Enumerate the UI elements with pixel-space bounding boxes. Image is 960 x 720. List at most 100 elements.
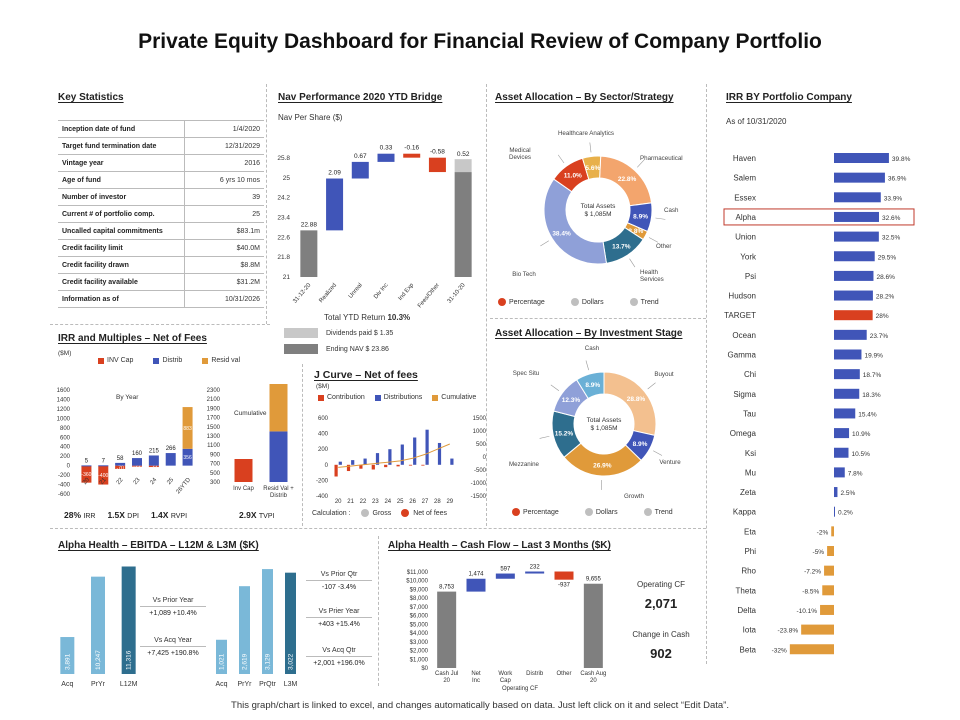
x-tick-label: Other bbox=[556, 671, 571, 677]
x-tick-label: 23 bbox=[133, 477, 142, 486]
company-label: Haven bbox=[733, 154, 756, 163]
nav-total-value: 10.3% bbox=[387, 313, 411, 322]
ebitda-bar bbox=[216, 639, 227, 674]
nav-title: Nav Performance 2020 YTD Bridge bbox=[278, 92, 443, 103]
ebitda-l12m-chart: 3,891 Acq 10,247 PrYr 11,316 L12M bbox=[60, 566, 138, 688]
contribution-bar bbox=[421, 464, 425, 466]
company-value: 7.8% bbox=[848, 470, 863, 477]
legend-label: Distrib bbox=[162, 357, 183, 364]
legend-swatch bbox=[202, 357, 209, 364]
asset-stage-title: Asset Allocation – By Investment Stage bbox=[495, 328, 683, 339]
key-stat-row: Information as of 10/31/2026 bbox=[58, 290, 264, 308]
nav-total-label: Total YTD Return bbox=[324, 313, 386, 322]
pie-center-value: $ 1,085M bbox=[590, 425, 617, 432]
cumulative-label: Cumulative bbox=[234, 410, 267, 417]
y-tick-label: $5,000 bbox=[410, 622, 429, 628]
nav-total: Total YTD Return 10.3% bbox=[324, 313, 410, 322]
year-segment-label: -360 bbox=[81, 472, 91, 478]
legend-label: Dividends paid $ 1.35 bbox=[326, 329, 394, 337]
calc-option[interactable]: Net of fees bbox=[401, 509, 447, 517]
cashflow-value-label: 8,753 bbox=[439, 585, 455, 591]
year-top-label: 7 bbox=[102, 458, 106, 464]
contribution-bar bbox=[408, 464, 413, 466]
company-value: 18.7% bbox=[863, 372, 882, 379]
distribution-bar bbox=[363, 458, 367, 465]
company-value: 2.5% bbox=[840, 490, 855, 497]
calc-option[interactable]: Gross bbox=[360, 509, 391, 517]
nav-value-label: 22.88 bbox=[301, 221, 318, 228]
irr-company-chart: Haven 39.8% Salem 36.9% Essex 33.9% Alpha 32.6%… bbox=[723, 153, 915, 655]
legend-item: Distrib bbox=[153, 357, 182, 364]
x-tick-label: 22 bbox=[116, 477, 125, 486]
company-value: -7.2% bbox=[804, 569, 821, 576]
irr-company-title: IRR BY Portfolio Company bbox=[726, 92, 852, 103]
pie-category-label: Spec Situ bbox=[513, 370, 540, 377]
pie-leader bbox=[585, 360, 589, 371]
legend-label: Dollars bbox=[595, 508, 618, 516]
key-stat-row: Vintage year 2016 bbox=[58, 154, 264, 172]
company-bar bbox=[834, 369, 860, 380]
key-stat-value: 10/31/2026 bbox=[184, 290, 264, 308]
company-bar bbox=[827, 546, 834, 556]
cashflow-bar bbox=[583, 583, 603, 668]
year-segment-label: 883 bbox=[183, 426, 192, 432]
nav-bar bbox=[403, 153, 421, 158]
year-bar-segment bbox=[81, 465, 92, 467]
company-value: 33.9% bbox=[884, 195, 903, 202]
year-top-label: 5 bbox=[85, 458, 89, 464]
divider bbox=[486, 84, 487, 526]
y-tick-label: $3,000 bbox=[410, 640, 429, 646]
company-bar bbox=[834, 428, 850, 439]
company-label: Ksi bbox=[745, 449, 756, 458]
company-bar bbox=[824, 565, 834, 576]
ebitda-l3m-chart: 1,021 Acq 2,619 PrYr 3,129 PrQtr 3,022 L3M bbox=[215, 569, 297, 688]
key-stat-value: $31.2M bbox=[184, 273, 264, 291]
pie-leader bbox=[589, 142, 592, 153]
calc-label: Calculation : bbox=[312, 509, 351, 517]
pie-category-label: Cash bbox=[585, 345, 600, 352]
year-bar-segment bbox=[182, 448, 193, 466]
company-label: Kappa bbox=[733, 508, 757, 517]
company-bar bbox=[834, 211, 879, 222]
x-tick-label: 26 bbox=[409, 499, 416, 504]
ebitda-compare-box: Vs Acq Qtr +2,001 +196.0% bbox=[306, 647, 372, 667]
key-stat-label: Credit facility drawn bbox=[58, 256, 185, 274]
ebitda-value-label: 3,129 bbox=[265, 653, 272, 670]
key-stat-row: Age of fund 6 yrs 10 mos bbox=[58, 171, 264, 189]
cumulative-line bbox=[338, 443, 450, 468]
legend-label: Contribution bbox=[327, 394, 365, 401]
key-stat-value: $40.0M bbox=[184, 239, 264, 257]
year-bar-segment bbox=[165, 453, 176, 466]
nav-value-label: -0.16 bbox=[404, 145, 419, 152]
company-label: Hudson bbox=[728, 292, 756, 301]
year-top-label: 58 bbox=[117, 456, 124, 462]
nav-bar bbox=[428, 157, 446, 173]
company-value: -10.1% bbox=[796, 608, 817, 615]
year-bar-segment bbox=[115, 462, 126, 466]
y-tick-label: -400 bbox=[58, 483, 71, 489]
pie-category-label: Venture bbox=[659, 459, 681, 466]
year-top-label: 160 bbox=[132, 451, 143, 457]
pie-center-label: Total Assets bbox=[587, 417, 622, 424]
divider bbox=[706, 84, 707, 664]
jcurve-calc: Calculation : Gross Net of fees bbox=[312, 509, 447, 517]
nav-bar bbox=[454, 172, 472, 277]
y-tick-label: $6,000 bbox=[410, 614, 429, 620]
y-tick-label: 800 bbox=[60, 426, 71, 432]
legend-swatch bbox=[432, 394, 439, 401]
kpi-item: 1.5X DPI bbox=[107, 510, 139, 520]
sector-pie-chart: 22.8% Pharmaceutical 8.9% Cash 2.8% Other 13.7… bbox=[509, 130, 683, 283]
y2-tick-label: -1500 bbox=[471, 494, 486, 500]
nav-legend-item: Ending NAV $ 23.86 bbox=[284, 344, 393, 354]
kpi-label: TVPI bbox=[258, 513, 275, 520]
distribution-bar bbox=[375, 453, 380, 465]
key-stat-label: Uncalled capital commitments bbox=[58, 222, 185, 240]
company-value: 28% bbox=[876, 313, 889, 320]
company-value: 15.4% bbox=[858, 411, 877, 418]
jcurve-unit: ($M) bbox=[316, 383, 330, 390]
legend-label: INV Cap bbox=[107, 357, 134, 364]
x-tick-label: 24 bbox=[384, 499, 391, 504]
x-tick-label: Work bbox=[498, 671, 513, 677]
key-stat-label: Credit facility limit bbox=[58, 239, 185, 257]
company-bar bbox=[834, 172, 885, 183]
